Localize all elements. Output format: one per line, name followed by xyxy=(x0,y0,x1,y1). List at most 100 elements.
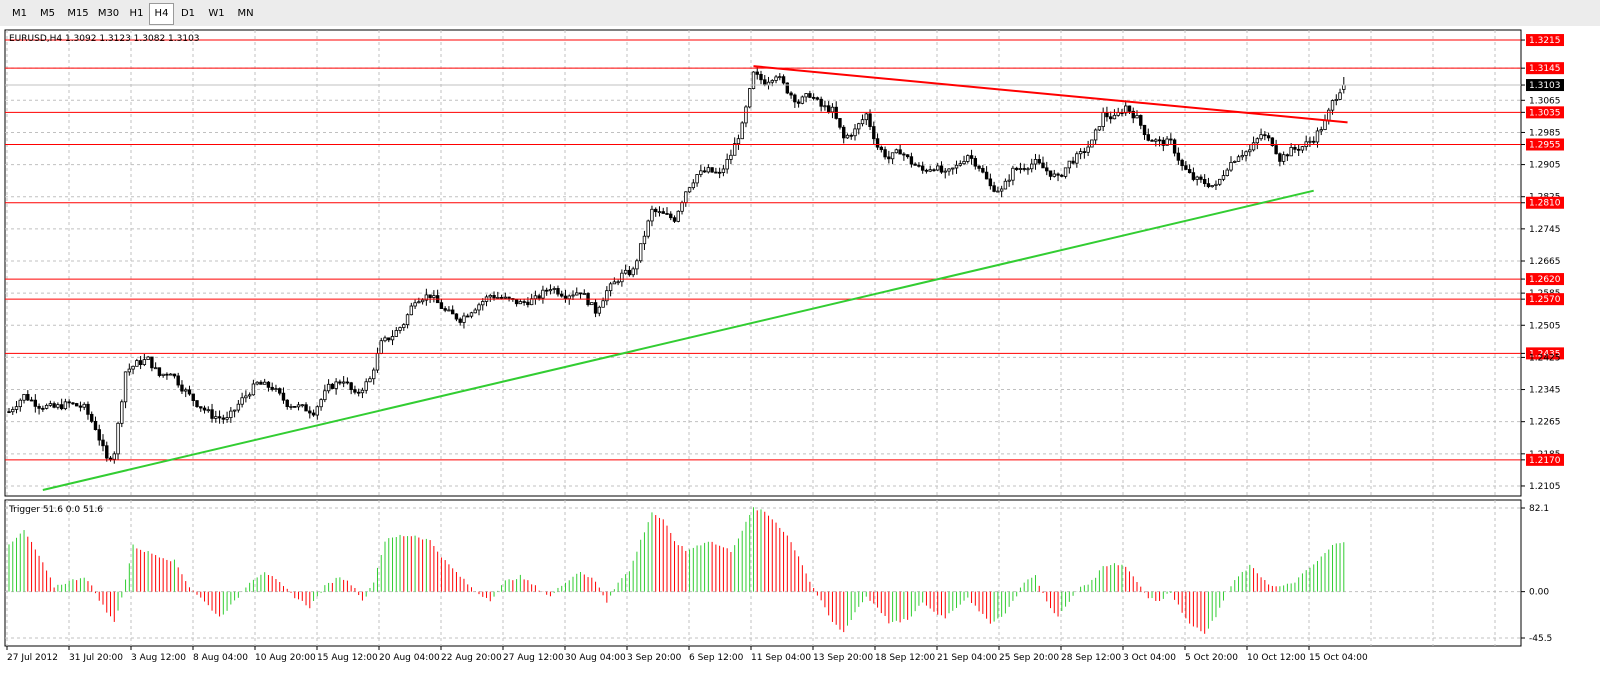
candle-body xyxy=(868,113,872,127)
candle xyxy=(229,407,233,423)
candle-body xyxy=(33,399,38,407)
candle-body xyxy=(285,399,289,408)
candle-body xyxy=(59,404,64,410)
candle xyxy=(1180,158,1184,171)
candle xyxy=(1259,128,1263,141)
candle xyxy=(326,379,331,394)
time-tick-label: 15 Aug 12:00 xyxy=(317,653,378,663)
candle-body xyxy=(1176,152,1181,161)
candle-body xyxy=(1266,135,1271,139)
candle-body xyxy=(785,82,790,94)
candle-body xyxy=(1003,180,1008,190)
trigger-histogram xyxy=(8,507,1345,634)
candle xyxy=(1093,128,1098,145)
price-tick-label: 1.2745 xyxy=(1529,225,1561,235)
candle-body xyxy=(1229,162,1233,171)
candle xyxy=(353,385,357,395)
candle xyxy=(191,393,195,407)
timeframe-m30-button[interactable]: M30 xyxy=(97,8,120,19)
candle-body xyxy=(74,403,79,407)
candle-body xyxy=(642,235,647,245)
candle-body xyxy=(97,429,101,441)
candle-body xyxy=(1011,167,1015,181)
candle-body xyxy=(172,373,177,377)
candle xyxy=(890,152,895,165)
candle-body xyxy=(725,159,729,170)
candle-body xyxy=(860,119,865,125)
candle-body xyxy=(112,453,116,460)
candle xyxy=(560,290,564,298)
candle xyxy=(71,401,75,405)
candle-body xyxy=(1289,146,1293,157)
candle xyxy=(984,166,989,180)
candle-body xyxy=(323,390,327,401)
candle-body xyxy=(684,191,688,203)
candle xyxy=(1289,143,1293,157)
candle-body xyxy=(905,154,910,158)
candle-body xyxy=(999,188,1004,192)
candle xyxy=(672,215,677,223)
candle-body xyxy=(597,306,602,314)
candle-body xyxy=(26,394,30,401)
candle-body xyxy=(229,410,233,418)
timeframe-h4-button[interactable]: H4 xyxy=(149,3,174,25)
candle xyxy=(1056,172,1060,182)
candle xyxy=(360,387,365,399)
candle-body xyxy=(379,340,383,354)
candle-body xyxy=(1199,176,1203,180)
candle xyxy=(1086,140,1090,157)
candle-body xyxy=(714,171,718,174)
timeframe-d1-button[interactable]: D1 xyxy=(180,8,196,19)
candle xyxy=(691,179,696,190)
candle xyxy=(717,167,722,179)
candle xyxy=(345,377,350,385)
candle-body xyxy=(838,118,842,128)
candle xyxy=(631,266,635,278)
candle-body xyxy=(917,164,921,167)
candle-body xyxy=(364,381,368,391)
candle-body xyxy=(1255,138,1260,144)
timeframe-m1-button[interactable]: M1 xyxy=(12,8,27,19)
candle xyxy=(1097,126,1102,132)
candle-body xyxy=(954,164,959,169)
candle-body xyxy=(815,97,820,100)
candle-body xyxy=(14,406,19,410)
candle-body xyxy=(1330,100,1335,111)
timeframe-m15-button[interactable]: M15 xyxy=(67,8,89,19)
candle-body xyxy=(262,381,267,385)
candle xyxy=(887,150,891,164)
timeframe-h1-button[interactable]: H1 xyxy=(129,8,144,19)
candle xyxy=(646,219,650,239)
candle xyxy=(541,285,545,304)
candle xyxy=(240,392,244,408)
candle-body xyxy=(1093,129,1098,141)
candle xyxy=(582,289,586,295)
timeframe-m5-button[interactable]: M5 xyxy=(40,8,55,19)
candle xyxy=(1191,167,1196,182)
candle xyxy=(1037,154,1041,165)
candle-body xyxy=(1180,159,1184,167)
candle-body xyxy=(7,411,11,414)
candle-body xyxy=(428,294,432,298)
timeframe-w1-button[interactable]: W1 xyxy=(208,8,225,19)
candle-body xyxy=(120,401,124,424)
candle-body xyxy=(349,382,353,390)
candle-body xyxy=(575,292,579,296)
candle xyxy=(138,356,143,370)
time-tick-label: 20 Aug 04:00 xyxy=(379,653,440,663)
candle xyxy=(518,299,523,305)
downtrend-line xyxy=(753,65,1348,124)
candle-body xyxy=(71,402,75,405)
candle xyxy=(1154,138,1158,147)
candle xyxy=(635,258,639,275)
candle xyxy=(1266,132,1271,142)
candle-body xyxy=(748,88,752,108)
candle-body xyxy=(1274,145,1278,155)
candle-body xyxy=(1202,179,1207,185)
candle-body xyxy=(1105,112,1109,118)
candle-body xyxy=(184,389,188,392)
price-tick-label: 1.2105 xyxy=(1529,482,1561,492)
timeframe-mn-button[interactable]: MN xyxy=(237,8,254,19)
candle xyxy=(409,302,414,316)
candle-body xyxy=(1142,124,1147,136)
